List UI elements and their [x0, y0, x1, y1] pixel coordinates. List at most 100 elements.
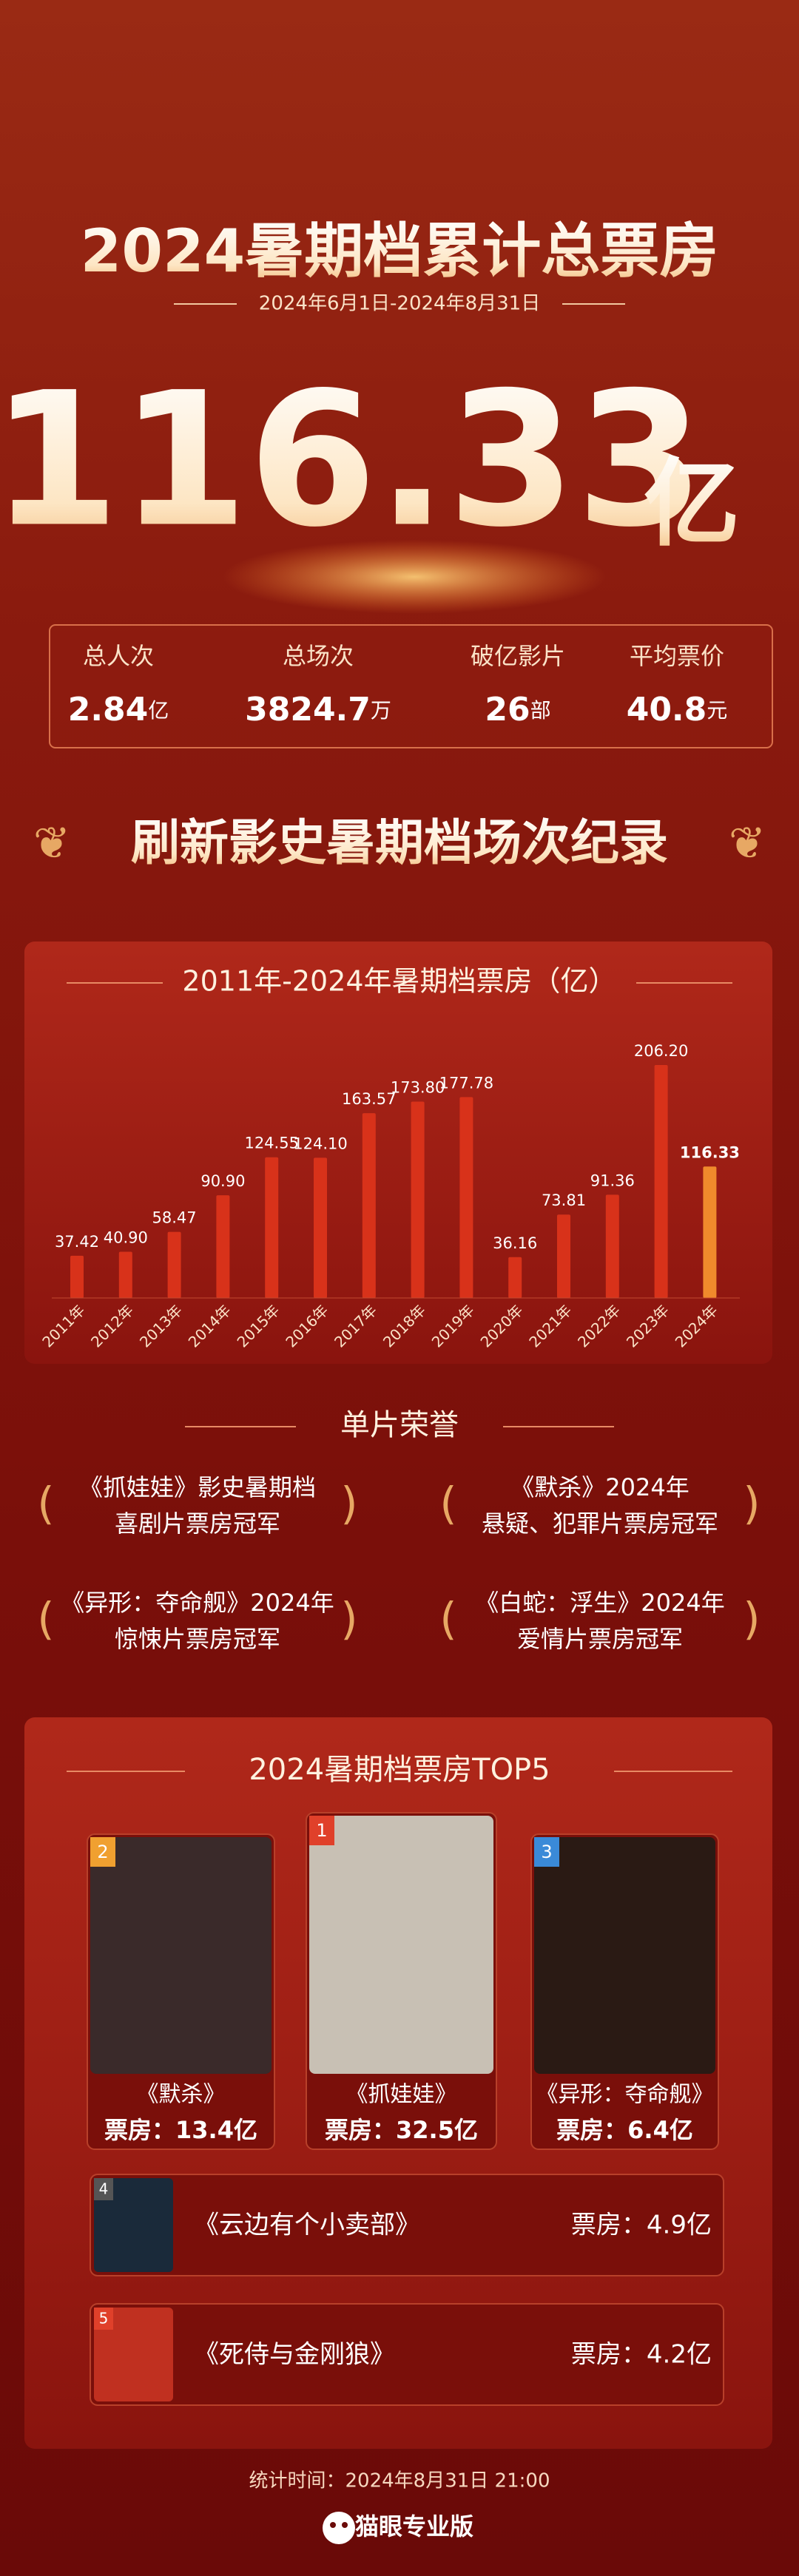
glow: [222, 540, 607, 614]
stat-unit: 万: [371, 698, 391, 723]
honor-line: 悬疑、犯罪片票房冠军: [482, 1510, 718, 1538]
film-name: 《云边有个小卖部》: [194, 2211, 420, 2240]
row-card: [90, 2174, 724, 2276]
laurel: ❦: [33, 818, 70, 870]
stat-unit: 亿: [148, 698, 169, 723]
honor-line: 喜剧片票房冠军: [115, 1510, 280, 1538]
laurel: (: [37, 1594, 54, 1646]
rank: 2: [97, 1842, 108, 1862]
title: 2024暑期档累计总票房: [81, 217, 719, 285]
honor-line: 爱情片票房冠军: [517, 1625, 683, 1653]
logo-eye: [330, 2522, 336, 2528]
brand-logo: [323, 2512, 355, 2544]
value-label: 173.80: [391, 1078, 445, 1096]
bar: [70, 1255, 84, 1298]
stat-value-line: 2.84亿: [68, 691, 169, 728]
film-box-office: 票房：13.4亿: [104, 2116, 257, 2144]
stat-label: 平均票价: [630, 642, 724, 670]
top5: 2 《默杀》票房：13.4亿 1 《抓娃娃》票房：32.5亿 3 《异形：夺命舰》票房：6…: [87, 1812, 724, 2406]
value-label: 58.47: [152, 1209, 197, 1227]
rank: 5: [99, 2310, 109, 2327]
film-box-office: 票房：4.9亿: [571, 2211, 712, 2240]
film-box-office: 票房：6.4亿: [556, 2116, 693, 2144]
film-box-office: 票房：4.2亿: [571, 2340, 712, 2370]
rank-badge: [90, 1837, 115, 1867]
stat-value: 26: [485, 691, 530, 728]
value-label: 124.10: [293, 1135, 347, 1152]
stat-label: 总场次: [283, 642, 354, 670]
laurel: ): [743, 1478, 760, 1530]
bar: [216, 1195, 230, 1298]
stat-label: 破亿影片: [471, 642, 565, 670]
total-unit: 亿: [644, 447, 740, 560]
value-label: 73.81: [542, 1191, 586, 1209]
top5-title: 2024暑期档票房TOP5: [249, 1753, 550, 1787]
poster: [309, 1816, 493, 2074]
value-label: 177.78: [439, 1074, 493, 1092]
stat-value-line: 3824.7万: [245, 691, 391, 728]
bar: [654, 1065, 668, 1298]
thumb: [94, 2308, 173, 2401]
value-label: 40.90: [104, 1229, 148, 1247]
bar: [508, 1257, 522, 1298]
rank-badge: [94, 2178, 113, 2200]
stat-value-line: 40.8元: [627, 691, 728, 728]
honor-line: 《默杀》2024年: [510, 1473, 689, 1501]
honor-line: 《异形：夺命舰》2024年: [61, 1589, 334, 1617]
bar: [703, 1166, 717, 1298]
film-box-office: 票房：32.5亿: [325, 2116, 478, 2144]
laurel: ❦: [729, 818, 766, 870]
total-box-office: 116.33: [0, 352, 704, 567]
value-label: 163.57: [342, 1090, 396, 1108]
bar: [314, 1157, 327, 1298]
film-name: 《异形：夺命舰》: [536, 2082, 714, 2108]
bar: [411, 1101, 425, 1298]
value-label: 36.16: [493, 1234, 537, 1252]
bar: [167, 1231, 181, 1298]
value-label: 91.36: [590, 1172, 635, 1189]
laurel: ): [743, 1594, 760, 1646]
stats: 总人次 2.84亿 总场次 3824.7万 破亿影片 26部 平均票价 40.8元: [68, 642, 728, 728]
banner: 刷新影史暑期档场次纪录: [131, 814, 668, 871]
laurel: ): [340, 1594, 357, 1646]
stat-value-line: 26部: [485, 691, 550, 728]
stat-time: 统计时间：2024年8月31日 21:00: [249, 2470, 550, 2492]
rank: 1: [316, 1820, 327, 1841]
rank-badge: [534, 1837, 559, 1867]
stat-value: 40.8: [627, 691, 707, 728]
poster: [90, 1837, 272, 2074]
stat-unit: 元: [707, 698, 727, 723]
rank: 4: [99, 2180, 109, 2198]
brand: 猫眼专业版: [355, 2512, 473, 2540]
stat-label: 总人次: [83, 642, 154, 670]
film-name: 《抓娃娃》: [346, 2082, 457, 2108]
rank-badge: [309, 1816, 334, 1845]
honor-line: 《抓娃娃》影史暑期档: [79, 1473, 316, 1501]
chart-title: 2011年-2024年暑期档票房（亿）: [182, 965, 616, 998]
logo-eye: [342, 2522, 348, 2528]
laurel: (: [439, 1478, 456, 1530]
bar: [118, 1251, 132, 1298]
stat-value: 2.84: [68, 691, 149, 728]
row-card: [90, 2303, 724, 2406]
honors-title: 单片荣誉: [340, 1408, 459, 1442]
rank-badge: [94, 2308, 113, 2330]
bar: [459, 1097, 473, 1298]
bar: [362, 1113, 376, 1298]
rank: 3: [541, 1842, 552, 1862]
film-name: 《死侍与金刚狼》: [194, 2340, 395, 2370]
poster: [534, 1837, 715, 2074]
bar: [605, 1194, 619, 1298]
bar: [557, 1214, 570, 1298]
honor-line: 《白蛇：浮生》2024年: [475, 1589, 724, 1617]
honor-line: 惊悚片票房冠军: [115, 1625, 280, 1653]
value-label: 90.90: [200, 1172, 245, 1190]
chart-panel: [24, 942, 772, 1364]
value-label: 116.33: [680, 1143, 740, 1161]
film-name: 《默杀》: [137, 2082, 226, 2108]
bar: [265, 1157, 279, 1298]
stats-box: [49, 624, 773, 748]
